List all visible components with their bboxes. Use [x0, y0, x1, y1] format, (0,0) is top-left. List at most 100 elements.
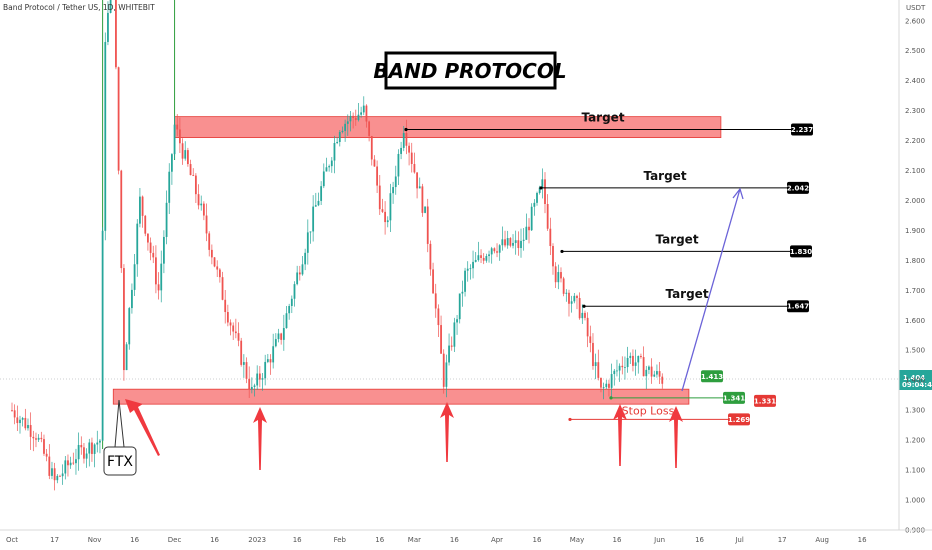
candle-body: [373, 159, 376, 167]
ftx-callout: FTX: [103, 399, 137, 476]
candle-body: [440, 325, 442, 354]
x-tick-label: 2023: [248, 536, 266, 544]
candle-body: [29, 425, 32, 437]
candle-body: [123, 268, 125, 371]
red-up-arrow-icon: [669, 406, 683, 468]
candle-body: [325, 167, 328, 172]
candle-body: [48, 456, 51, 476]
candle-body: [362, 105, 365, 113]
x-tick-label: 16: [612, 536, 621, 544]
candle-body: [605, 383, 608, 388]
level-badge: [701, 370, 723, 383]
candle-body: [264, 361, 267, 379]
candle-body: [461, 291, 464, 294]
candle-body: [352, 115, 355, 118]
candle-body: [317, 200, 320, 206]
candle-body: [597, 362, 600, 378]
candle-body: [629, 355, 632, 358]
x-tick-label: 16: [450, 536, 459, 544]
candle-body: [453, 322, 456, 347]
candle-body: [464, 270, 466, 292]
candle-body: [386, 220, 389, 223]
arrows: [125, 399, 683, 470]
candle-body: [333, 143, 336, 161]
candle-body: [184, 150, 187, 159]
candle-body: [77, 444, 80, 460]
y-tick-label: 2.300: [905, 107, 925, 115]
candle-body: [392, 187, 394, 194]
candle-body: [384, 211, 386, 223]
candle-body: [194, 175, 197, 195]
candle-body: [157, 284, 160, 291]
candle-body: [602, 387, 605, 388]
level-badge: [787, 300, 809, 313]
x-tick-label: 16: [695, 536, 704, 544]
x-tick-label: 16: [293, 536, 302, 544]
candle-body: [552, 246, 554, 267]
candle-body: [405, 132, 408, 146]
level-dot: [560, 249, 564, 254]
y-tick-label: 2.600: [905, 17, 925, 25]
candle-body: [554, 266, 557, 283]
candle-body: [376, 166, 379, 186]
x-tick-label: Jul: [734, 536, 744, 544]
candle-body: [93, 444, 96, 454]
candle-body: [450, 345, 453, 347]
candle-body: [418, 186, 421, 189]
candle-body: [312, 206, 315, 232]
candle-body: [336, 141, 339, 144]
candle-body: [413, 163, 416, 173]
candle-body: [186, 150, 189, 165]
x-tick-label: Oct: [6, 536, 18, 544]
candle-body: [250, 386, 253, 390]
candle-body: [155, 257, 157, 285]
candle-body: [16, 417, 19, 424]
level-dot: [568, 417, 572, 422]
candle-body: [426, 206, 429, 244]
level-value: 1.830: [790, 248, 812, 256]
support-zone: [112, 388, 690, 405]
candle-body: [120, 170, 123, 269]
candle-body: [91, 442, 93, 454]
candle-body: [285, 313, 288, 329]
candle-body: [282, 328, 285, 340]
candle-body: [349, 115, 352, 122]
candle-body: [592, 342, 594, 367]
candle-body: [658, 371, 661, 377]
candle-body: [368, 121, 371, 136]
candle-body: [64, 460, 67, 474]
candle-body: [560, 272, 562, 279]
candle-body: [80, 444, 83, 448]
candle-body: [600, 377, 602, 388]
x-tick-label: Feb: [334, 536, 347, 544]
candle-body: [389, 193, 392, 221]
candle-body: [456, 319, 458, 323]
candle-body: [160, 263, 163, 291]
candle-body: [293, 284, 296, 299]
candle-body: [522, 239, 525, 241]
level-value: 2.237: [791, 126, 813, 134]
y-tick-label: 1.500: [905, 347, 925, 355]
candle-body: [72, 462, 75, 464]
candle-body: [618, 365, 621, 371]
candle-body: [61, 473, 64, 477]
candle-body: [27, 425, 29, 429]
candle-body: [192, 175, 195, 176]
candle-body: [656, 371, 658, 375]
candle-body: [240, 340, 243, 365]
candle-body: [344, 123, 347, 131]
candle-body: [642, 357, 645, 377]
red-up-arrow-icon: [253, 407, 267, 470]
candle-body: [429, 243, 432, 270]
candle-body: [59, 475, 61, 477]
y-axis-unit: USDT: [906, 4, 926, 12]
y-tick-label: 2.000: [905, 197, 925, 205]
candle-body: [586, 317, 589, 337]
red-up-arrow-icon: [613, 404, 627, 466]
candle-body: [458, 293, 461, 320]
candle-body: [144, 215, 147, 234]
candle-body: [410, 152, 413, 164]
candle-body: [378, 185, 381, 210]
candle-body: [232, 325, 235, 332]
candle-body: [354, 117, 357, 121]
